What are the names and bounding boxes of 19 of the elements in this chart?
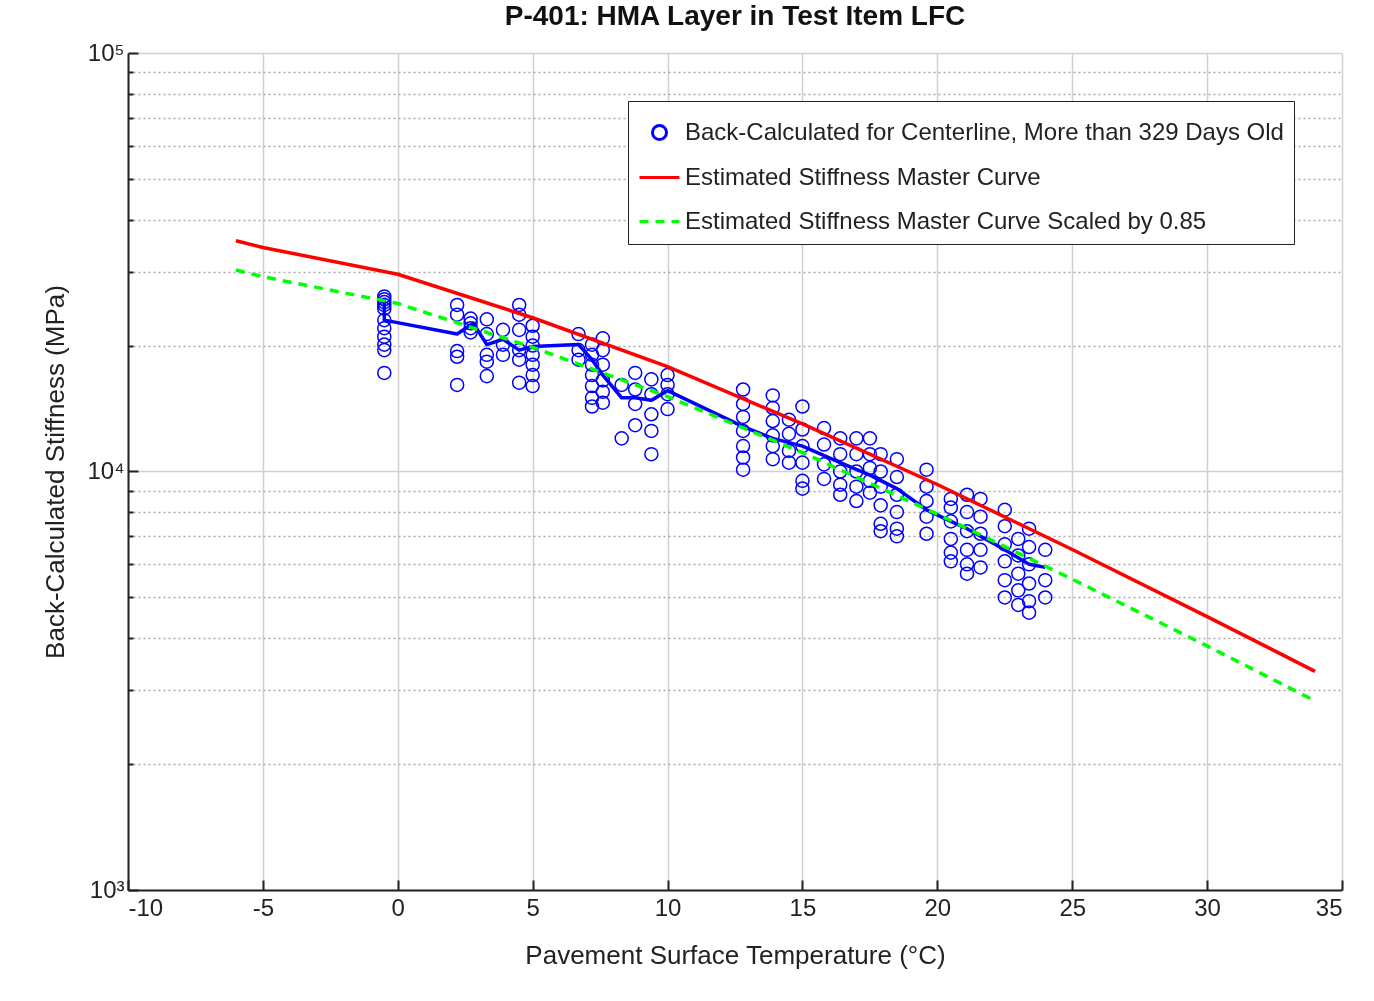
x-axis-title: Pavement Surface Temperature (°C) [525,939,946,970]
chart-title: P-401: HMA Layer in Test Item LFC [504,0,966,31]
legend-label: Estimated Stiffness Master Curve [685,162,1041,190]
y-tick-label: 10⁴ [87,457,125,484]
x-tick-label: 25 [1059,893,1087,921]
legend-label: Estimated Stiffness Master Curve Scaled by 0.85 [685,206,1207,234]
x-tick-label: 30 [1194,893,1221,921]
x-tick-label: -5 [252,893,275,921]
y-tick-label: 10⁵ [87,38,125,66]
x-tick-label: 5 [526,893,540,921]
x-tick-label: -10 [128,893,164,921]
x-tick-label: 0 [391,893,405,921]
legend-label: Back-Calculated for Centerline, More than 329 Days Old [685,117,1284,145]
x-tick-label: 10 [654,893,682,921]
x-tick-label: 20 [924,893,952,921]
x-tick-label: 15 [789,893,817,921]
x-tick-label: 35 [1315,893,1343,921]
y-tick-label: 10³ [89,875,125,903]
y-axis-title: Back-Calculated Stiffness (MPa) [40,285,71,659]
